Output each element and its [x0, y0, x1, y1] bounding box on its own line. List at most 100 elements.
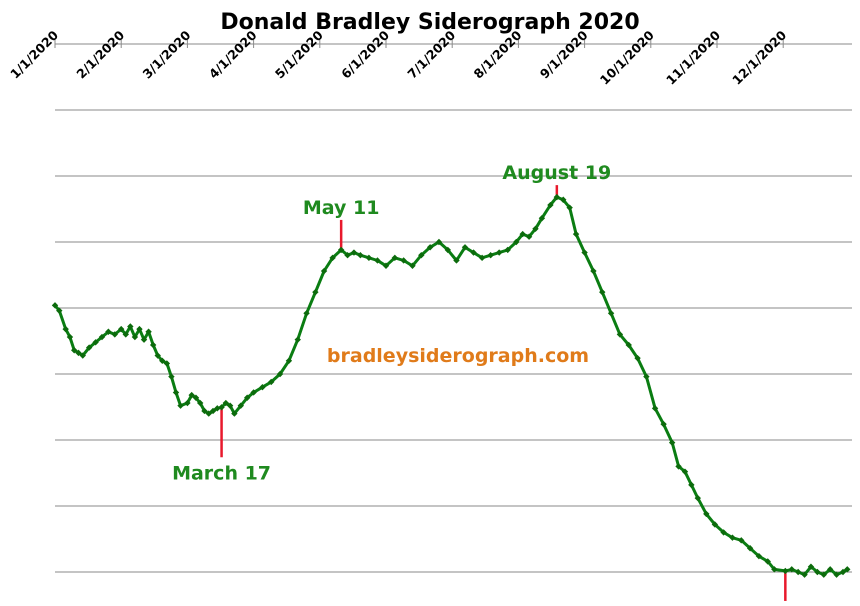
data-point [532, 225, 539, 232]
data-point [764, 558, 771, 565]
data-point [184, 399, 191, 407]
data-point [694, 494, 701, 502]
data-point [634, 354, 641, 362]
data-point [122, 331, 129, 338]
data-point [79, 352, 86, 359]
data-point [140, 336, 148, 343]
data-point [294, 336, 301, 343]
data-point [172, 389, 180, 396]
chart-title: Donald Bradley Siderograph 2020 [220, 10, 639, 35]
data-point [205, 410, 212, 417]
data-point [329, 254, 336, 262]
data-point [85, 344, 93, 351]
data-point [487, 252, 494, 259]
data-point [51, 302, 59, 309]
data-point [461, 244, 469, 251]
data-point [409, 262, 416, 269]
annotation-label: March 17 [172, 462, 271, 484]
data-point [720, 529, 727, 536]
data-point [581, 249, 588, 256]
data-point [168, 373, 175, 380]
data-point [66, 333, 74, 341]
data-point [163, 360, 171, 367]
data-point [218, 404, 225, 411]
data-point [231, 410, 238, 417]
data-point [616, 331, 624, 338]
data-point [344, 252, 351, 259]
annotation-label: May 11 [303, 197, 380, 219]
data-point [188, 391, 195, 399]
data-point [62, 325, 69, 333]
data-point [400, 257, 407, 264]
data-point [478, 254, 486, 262]
series-layer [51, 193, 851, 578]
x-tick-label: 1/1/2020 [7, 27, 61, 81]
data-point [495, 249, 503, 256]
data-point [268, 378, 275, 386]
gridlines [55, 109, 852, 573]
data-point [426, 244, 434, 251]
x-tick-label: 5/1/2020 [272, 27, 326, 81]
data-point [75, 349, 82, 357]
data-point [560, 196, 567, 203]
data-point [833, 571, 840, 578]
data-point [357, 252, 364, 259]
data-point [127, 323, 134, 330]
data-point [197, 399, 204, 407]
data-point [149, 341, 157, 349]
data-point [303, 310, 310, 317]
data-point [513, 238, 520, 246]
data-point [145, 328, 152, 335]
data-point [177, 402, 184, 409]
data-point [98, 333, 106, 341]
data-point [599, 288, 606, 296]
data-point [222, 399, 230, 407]
data-point [243, 394, 251, 401]
data-point [444, 246, 451, 254]
data-point [703, 510, 710, 518]
x-tick-label: 11/1/2020 [663, 27, 723, 87]
data-point [814, 568, 821, 576]
data-point [738, 537, 745, 544]
data-point [668, 439, 676, 446]
data-point [250, 389, 257, 396]
data-point [470, 249, 477, 256]
data-point [209, 407, 217, 415]
data-point [312, 288, 319, 296]
data-point [159, 357, 166, 364]
data-point [374, 257, 381, 264]
x-tick-label: 9/1/2020 [537, 27, 591, 81]
data-point [237, 402, 244, 409]
data-point [788, 566, 795, 573]
x-tick-label: 2/1/2020 [73, 27, 127, 81]
data-point [118, 325, 125, 333]
x-tick-label: 12/1/2020 [729, 27, 789, 87]
data-point [660, 420, 667, 428]
data-point [276, 370, 284, 378]
data-point [688, 481, 695, 489]
data-point [418, 252, 425, 259]
data-point [547, 201, 554, 209]
data-point [525, 233, 533, 240]
data-point [794, 568, 802, 576]
annotation-label: August 19 [502, 162, 611, 184]
data-point [820, 571, 827, 578]
data-point [643, 373, 650, 380]
data-point [259, 384, 266, 391]
data-point [337, 246, 345, 254]
series-line [53, 195, 849, 577]
data-point [807, 563, 815, 570]
data-point [755, 552, 763, 560]
data-point [771, 566, 778, 573]
data-point [590, 267, 597, 275]
data-point [154, 352, 161, 359]
data-point [131, 333, 139, 341]
data-point [435, 238, 443, 246]
data-point [553, 193, 561, 201]
x-tick-label: 7/1/2020 [404, 27, 458, 81]
data-point [226, 402, 234, 409]
data-point [538, 215, 546, 222]
data-point [350, 249, 358, 256]
